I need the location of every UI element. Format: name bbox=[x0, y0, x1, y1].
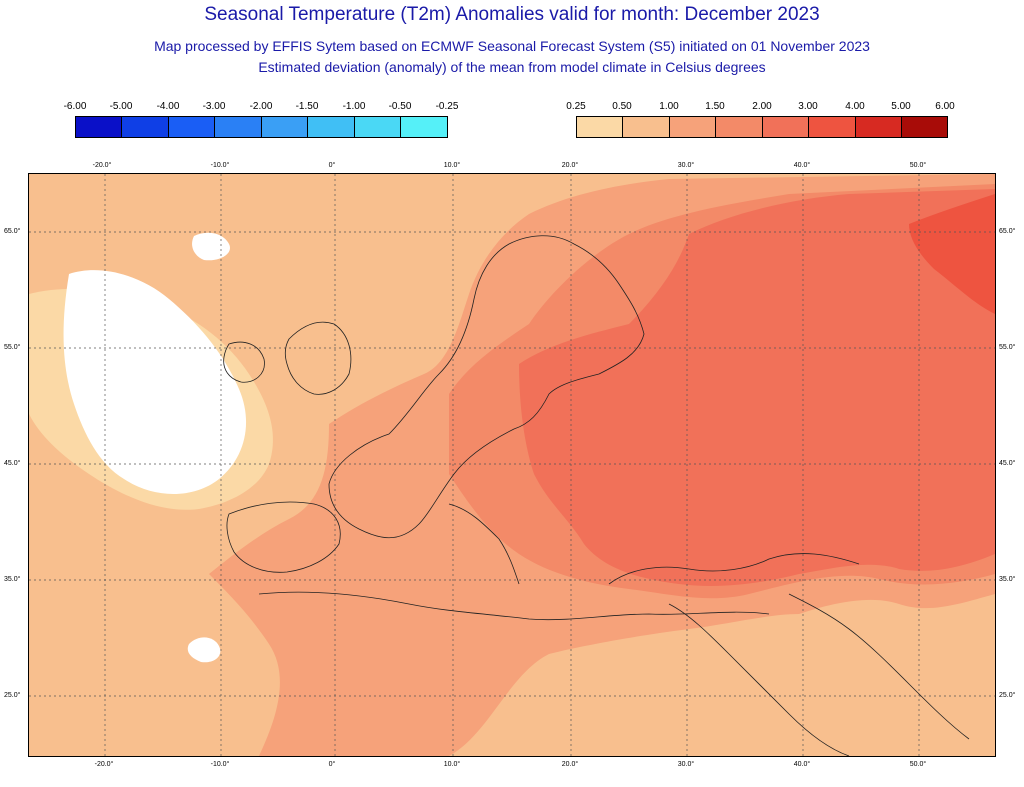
lon-tick-label: 10.0° bbox=[443, 761, 461, 768]
lat-tick-label: 55.0° bbox=[999, 344, 1016, 351]
colorbar-label: 2.00 bbox=[752, 101, 772, 112]
colorbar-swatch bbox=[622, 116, 670, 138]
colorbar-label: -3.00 bbox=[202, 101, 226, 112]
lon-tick-label: 0° bbox=[328, 761, 336, 768]
coastlines bbox=[223, 235, 970, 756]
colorbar-label: 3.00 bbox=[798, 101, 818, 112]
lat-tick-label: 25.0° bbox=[999, 692, 1016, 699]
colorbar-label: -2.00 bbox=[249, 101, 273, 112]
colorbar-swatch bbox=[354, 116, 401, 138]
map-title: Seasonal Temperature (T2m) Anomalies val… bbox=[204, 4, 820, 25]
colorbar-swatch bbox=[75, 116, 122, 138]
colorbar-swatch bbox=[808, 116, 856, 138]
lat-tick-label: 55.0° bbox=[4, 344, 21, 351]
lat-tick-label: 45.0° bbox=[4, 460, 21, 467]
colorbar-label: -0.25 bbox=[435, 101, 459, 112]
lon-tick-label: 10.0° bbox=[443, 162, 461, 169]
colorbar-label: -1.50 bbox=[295, 101, 319, 112]
colorbar-label: 0.25 bbox=[566, 101, 586, 112]
lon-tick-label: 30.0° bbox=[677, 162, 695, 169]
colorbar-label: -6.00 bbox=[63, 101, 87, 112]
neutral-ocean-west bbox=[63, 270, 247, 494]
subtitle-units-info: Estimated deviation (anomaly) of the mea… bbox=[258, 59, 766, 75]
colorbar-label: -5.00 bbox=[109, 101, 133, 112]
colorbar-label: -1.00 bbox=[342, 101, 366, 112]
neutral-ocean-iberia bbox=[187, 637, 221, 663]
colorbar-swatch bbox=[855, 116, 902, 138]
lat-tick-label: 25.0° bbox=[4, 692, 21, 699]
graticule bbox=[29, 174, 995, 756]
colorbar-label: 0.50 bbox=[612, 101, 632, 112]
lon-tick-label: 50.0° bbox=[909, 761, 927, 768]
colorbar-swatch bbox=[715, 116, 763, 138]
colorbar-label: 5.00 bbox=[891, 101, 911, 112]
lat-tick-label: 65.0° bbox=[4, 228, 21, 235]
colorbar-swatch bbox=[121, 116, 169, 138]
colorbar-label: -0.50 bbox=[388, 101, 412, 112]
lon-tick-label: -20.0° bbox=[94, 761, 114, 768]
lon-tick-label: 40.0° bbox=[793, 162, 811, 169]
colorbar-swatch bbox=[307, 116, 355, 138]
lat-tick-label: 65.0° bbox=[999, 228, 1016, 235]
subtitle-processing-info: Map processed by EFFIS Sytem based on EC… bbox=[154, 38, 870, 54]
colorbar-swatch bbox=[576, 116, 623, 138]
anomaly-map bbox=[28, 173, 996, 757]
lat-tick-label: 35.0° bbox=[4, 576, 21, 583]
lon-tick-label: -10.0° bbox=[210, 761, 230, 768]
anomaly-band-2-0 bbox=[519, 189, 995, 586]
anomaly-band-3-0 bbox=[909, 194, 995, 314]
colorbar-swatch bbox=[261, 116, 308, 138]
lon-tick-label: 50.0° bbox=[909, 162, 927, 169]
lon-tick-label: 20.0° bbox=[561, 162, 579, 169]
neutral-ocean-north bbox=[192, 232, 230, 261]
colorbar-swatch bbox=[669, 116, 716, 138]
colorbar-swatch bbox=[901, 116, 948, 138]
colorbar-swatch bbox=[400, 116, 448, 138]
lon-tick-label: -10.0° bbox=[210, 162, 230, 169]
colorbar-label: 1.50 bbox=[705, 101, 725, 112]
lon-tick-label: 30.0° bbox=[677, 761, 695, 768]
lon-tick-label: -20.0° bbox=[92, 162, 112, 169]
colorbar-swatch bbox=[214, 116, 262, 138]
colorbar-label: 4.00 bbox=[845, 101, 865, 112]
colorbar-swatch bbox=[168, 116, 215, 138]
colorbar-swatch bbox=[762, 116, 809, 138]
lat-tick-label: 45.0° bbox=[999, 460, 1016, 467]
colorbar-label: 6.00 bbox=[935, 101, 955, 112]
lon-tick-label: 40.0° bbox=[793, 761, 811, 768]
colorbar-label: 1.00 bbox=[659, 101, 679, 112]
colorbar-label: -4.00 bbox=[156, 101, 180, 112]
lat-tick-label: 35.0° bbox=[999, 576, 1016, 583]
lon-tick-label: 0° bbox=[328, 162, 336, 169]
lon-tick-label: 20.0° bbox=[561, 761, 579, 768]
